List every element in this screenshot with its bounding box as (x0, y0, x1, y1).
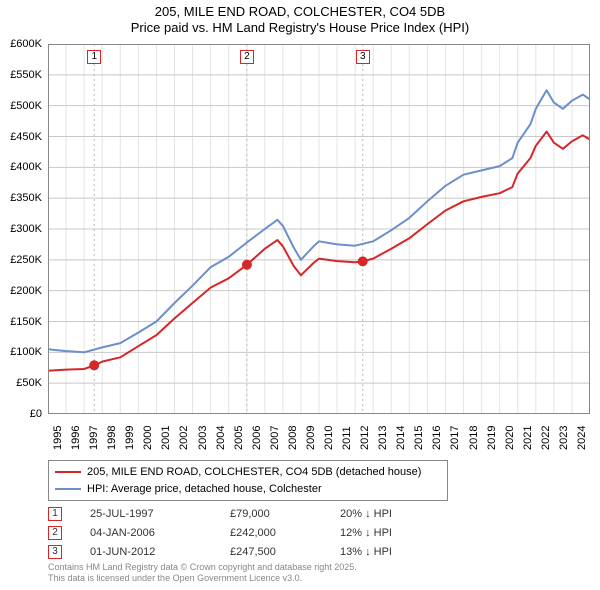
sales-row-price: £242,000 (230, 527, 340, 539)
x-tick-label: 2007 (269, 426, 281, 450)
sale-marker: 2 (240, 50, 254, 64)
sales-row-date: 01-JUN-2012 (90, 546, 230, 558)
chart-svg (48, 44, 590, 414)
x-tick-label: 2017 (449, 426, 461, 450)
x-tick-label: 2009 (305, 426, 317, 450)
x-tick-label: 2016 (431, 426, 443, 450)
title-line-1: 205, MILE END ROAD, COLCHESTER, CO4 5DB (0, 4, 600, 20)
sales-row-date: 25-JUL-1997 (90, 508, 230, 520)
sales-row-price: £247,500 (230, 546, 340, 558)
plot-area: 1 2 3 (48, 44, 590, 414)
y-tick-label: £100K (10, 346, 42, 358)
x-tick-label: 1996 (70, 426, 82, 450)
title-line-2: Price paid vs. HM Land Registry's House … (0, 20, 600, 36)
x-tick-label: 2023 (558, 426, 570, 450)
x-tick-label: 2006 (251, 426, 263, 450)
legend-swatch (55, 471, 81, 473)
x-tick-label: 2019 (486, 426, 498, 450)
y-tick-label: £350K (10, 192, 42, 204)
y-tick-label: £300K (10, 223, 42, 235)
legend: 205, MILE END ROAD, COLCHESTER, CO4 5DB … (48, 460, 448, 501)
x-tick-label: 2005 (233, 426, 245, 450)
y-tick-label: £50K (16, 377, 42, 389)
footer-line-2: This data is licensed under the Open Gov… (48, 573, 357, 584)
x-tick-label: 2002 (178, 426, 190, 450)
x-tick-label: 2018 (468, 426, 480, 450)
sales-row: 3 01-JUN-2012£247,50013% ↓ HPI (48, 542, 440, 561)
x-tick-label: 2012 (359, 426, 371, 450)
sales-row-marker: 3 (48, 545, 62, 559)
footer-line-1: Contains HM Land Registry data © Crown c… (48, 562, 357, 573)
legend-item-price-paid: 205, MILE END ROAD, COLCHESTER, CO4 5DB … (55, 464, 441, 481)
y-tick-label: £600K (10, 38, 42, 50)
y-tick-label: £500K (10, 100, 42, 112)
sale-marker: 1 (87, 50, 101, 64)
x-tick-label: 2004 (215, 426, 227, 450)
x-tick-label: 1995 (52, 426, 64, 450)
sales-row-marker: 1 (48, 507, 62, 521)
y-tick-label: £550K (10, 69, 42, 81)
sales-row-price: £79,000 (230, 508, 340, 520)
x-tick-label: 1999 (124, 426, 136, 450)
x-tick-label: 1997 (88, 426, 100, 450)
sales-row-date: 04-JAN-2006 (90, 527, 230, 539)
chart-container: 205, MILE END ROAD, COLCHESTER, CO4 5DB … (0, 0, 600, 590)
legend-swatch (55, 488, 81, 490)
x-tick-label: 2000 (142, 426, 154, 450)
y-tick-label: £200K (10, 285, 42, 297)
sales-row-diff: 12% ↓ HPI (340, 527, 440, 539)
y-tick-label: £450K (10, 131, 42, 143)
x-tick-label: 2010 (323, 426, 335, 450)
sales-row-diff: 13% ↓ HPI (340, 546, 440, 558)
chart-title: 205, MILE END ROAD, COLCHESTER, CO4 5DB … (0, 0, 600, 37)
x-tick-label: 2020 (504, 426, 516, 450)
sales-table: 1 25-JUL-1997£79,00020% ↓ HPI 2 04-JAN-2006… (48, 504, 440, 561)
x-tick-label: 2011 (341, 426, 353, 450)
x-tick-label: 2024 (576, 426, 588, 450)
x-tick-label: 2003 (197, 426, 209, 450)
y-tick-label: £150K (10, 316, 42, 328)
legend-label: 205, MILE END ROAD, COLCHESTER, CO4 5DB … (87, 464, 421, 481)
sales-row-marker: 2 (48, 526, 62, 540)
y-tick-label: £400K (10, 161, 42, 173)
y-tick-label: £0 (30, 408, 42, 420)
sales-row: 2 04-JAN-2006£242,00012% ↓ HPI (48, 523, 440, 542)
y-axis: £0£50K£100K£150K£200K£250K£300K£350K£400… (0, 44, 46, 414)
x-tick-label: 2014 (395, 426, 407, 450)
legend-item-hpi: HPI: Average price, detached house, Colc… (55, 481, 441, 498)
x-tick-label: 2021 (522, 426, 534, 450)
x-tick-label: 1998 (106, 426, 118, 450)
x-tick-label: 2015 (413, 426, 425, 450)
sales-row: 1 25-JUL-1997£79,00020% ↓ HPI (48, 504, 440, 523)
y-tick-label: £250K (10, 254, 42, 266)
legend-label: HPI: Average price, detached house, Colc… (87, 481, 322, 498)
footer-attribution: Contains HM Land Registry data © Crown c… (48, 562, 357, 585)
x-axis: 1995 1996 1997 1998 1999 2000 2001 2002 2003 2004… (48, 418, 590, 458)
x-tick-label: 2013 (377, 426, 389, 450)
x-tick-label: 2001 (160, 426, 172, 450)
sale-marker: 3 (356, 50, 370, 64)
x-tick-label: 2022 (540, 426, 552, 450)
x-tick-label: 2008 (287, 426, 299, 450)
sales-row-diff: 20% ↓ HPI (340, 508, 440, 520)
